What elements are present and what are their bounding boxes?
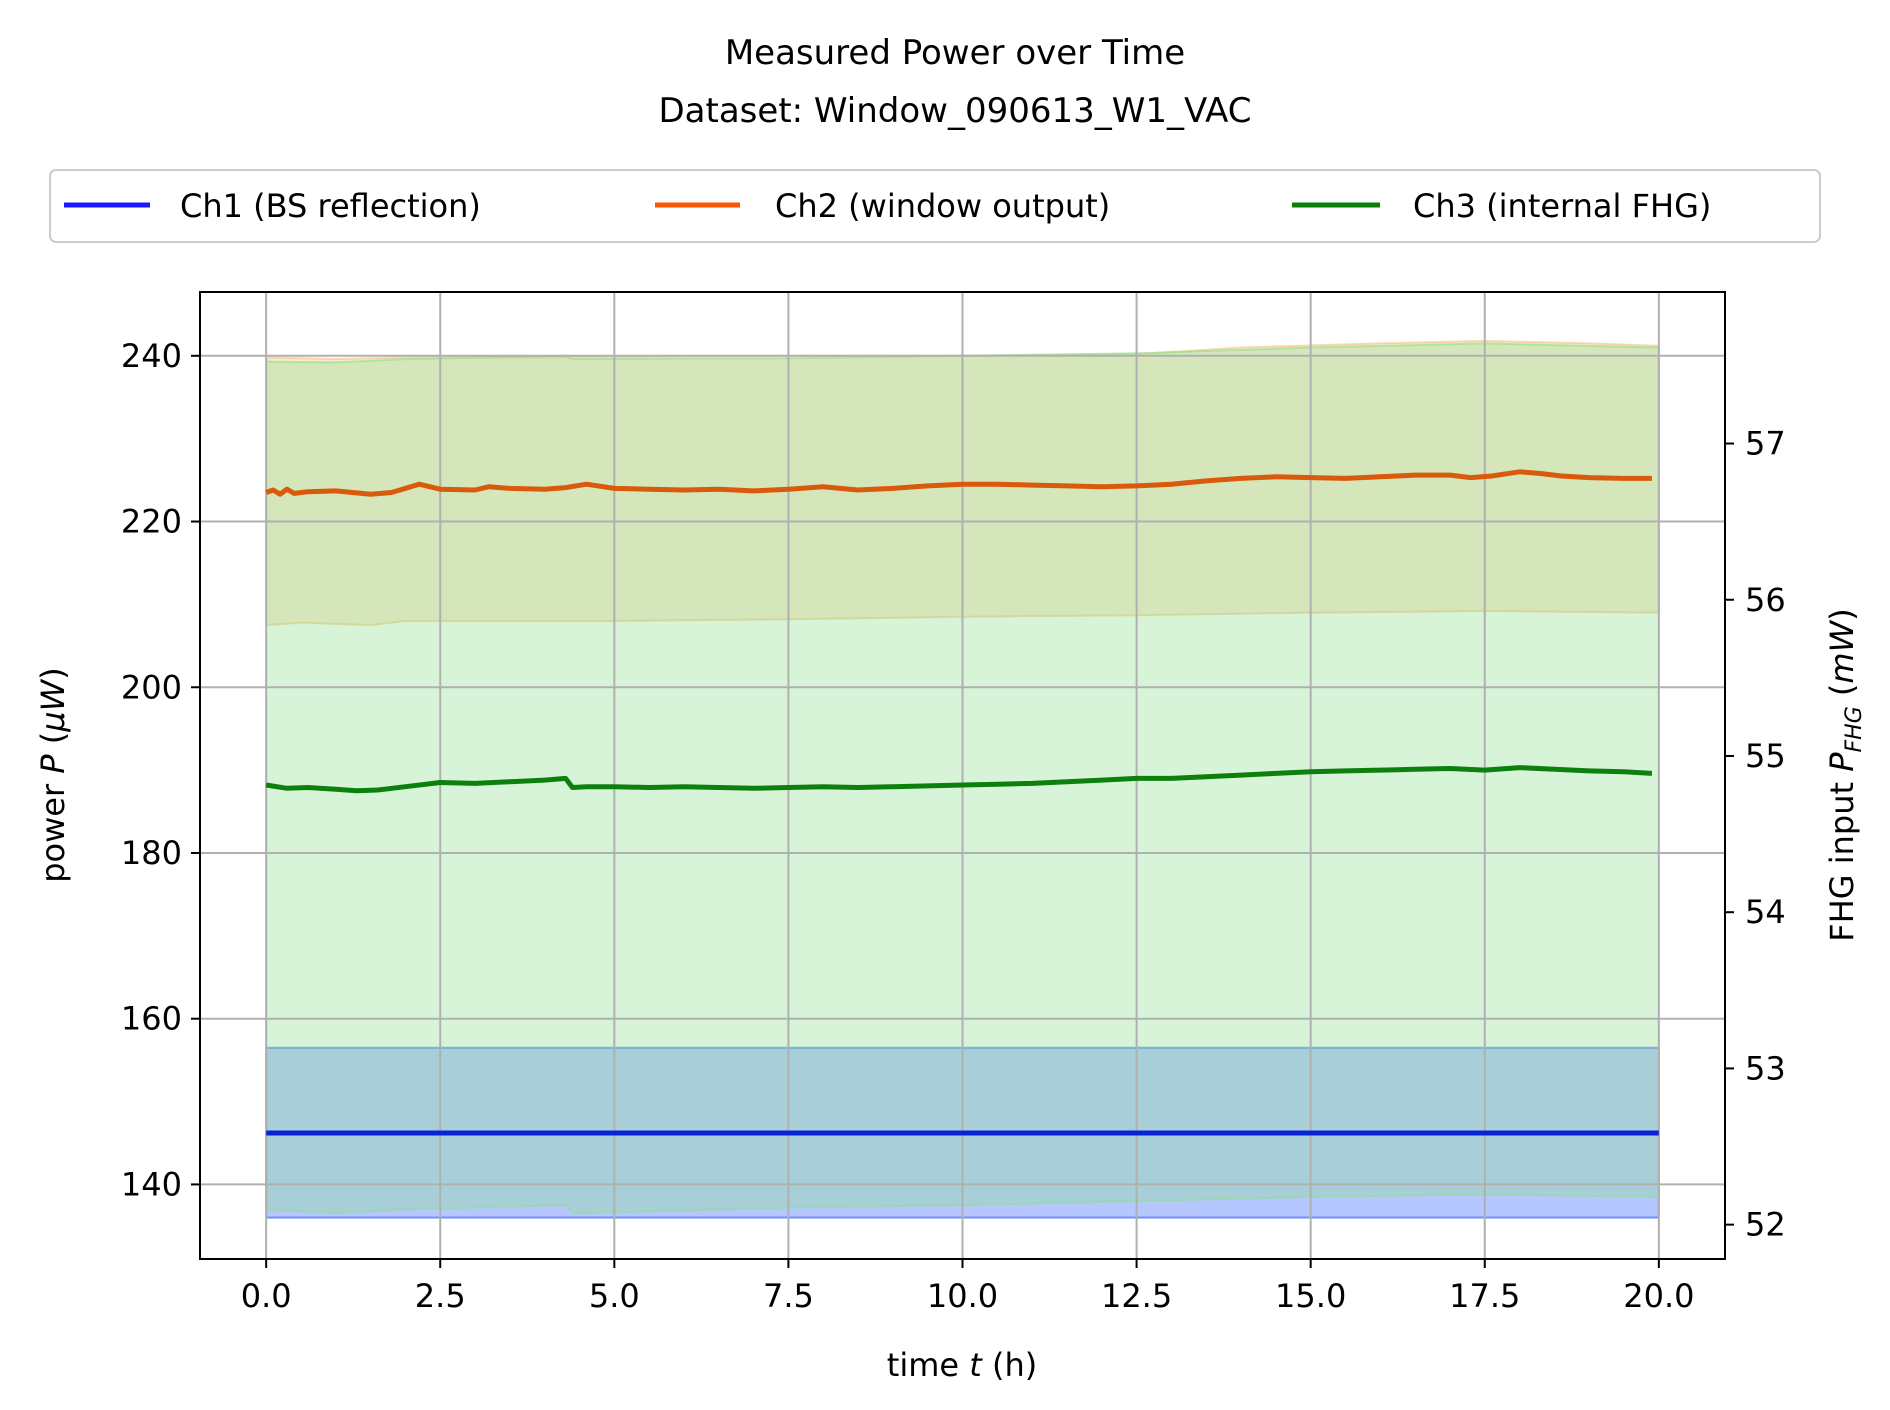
y-right-tick-label: 55 [1745, 737, 1786, 775]
x-tick-label: 7.5 [763, 1277, 814, 1315]
y-axis-right-ticks: 52 53 54 55 56 57 [1725, 425, 1786, 1244]
x-tick-label: 2.5 [415, 1277, 466, 1315]
y-left-tick-label: 180 [121, 834, 182, 872]
line-ch3-internal-fhg [265, 765, 1653, 794]
x-tick-label: 5.0 [589, 1277, 640, 1315]
y-axis-right-label: FHG input PFHG (mW) [1823, 608, 1867, 941]
chart-title: Measured Power over Time [725, 33, 1185, 73]
y-right-tick-label: 56 [1745, 581, 1786, 619]
legend-label-ch2: Ch2 (window output) [775, 187, 1110, 225]
x-tick-label: 10.0 [927, 1277, 998, 1315]
y-axis-left-ticks: 140 160 180 200 220 240 [121, 337, 200, 1203]
y-right-tick-label: 53 [1745, 1049, 1786, 1087]
x-tick-label: 17.5 [1449, 1277, 1520, 1315]
chart-subtitle: Dataset: Window_090613_W1_VAC [659, 91, 1252, 131]
line-ch2-window-output [265, 469, 1652, 497]
y-right-tick-label: 57 [1745, 425, 1786, 463]
y-left-tick-label: 140 [121, 1165, 182, 1203]
x-axis-label: time t (h) [887, 1346, 1037, 1384]
x-tick-label: 12.5 [1101, 1277, 1172, 1315]
legend: Ch1 (BS reflection) Ch2 (window output) … [49, 169, 1821, 243]
x-tick-label: 15.0 [1275, 1277, 1346, 1315]
legend-label-ch1: Ch1 (BS reflection) [180, 187, 481, 225]
y-axis-left-label: power P (μW) [34, 667, 72, 883]
y-left-tick-label: 220 [121, 503, 182, 541]
x-tick-label: 20.0 [1623, 1277, 1694, 1315]
series-lines [265, 469, 1659, 1136]
legend-frame [49, 169, 1821, 243]
y-right-tick-label: 52 [1745, 1206, 1786, 1244]
legend-label-ch3: Ch3 (internal FHG) [1413, 187, 1711, 225]
y-right-tick-label: 54 [1745, 893, 1786, 931]
y-left-tick-label: 240 [121, 337, 182, 375]
y-left-tick-label: 200 [121, 668, 182, 706]
y-left-tick-label: 160 [121, 1000, 182, 1038]
x-tick-label: 0.0 [241, 1277, 292, 1315]
grid-lines [200, 292, 1725, 1259]
x-axis-ticks: 0.0 2.5 5.0 7.5 10.0 12.5 15.0 17.5 20.0 [241, 1259, 1694, 1315]
